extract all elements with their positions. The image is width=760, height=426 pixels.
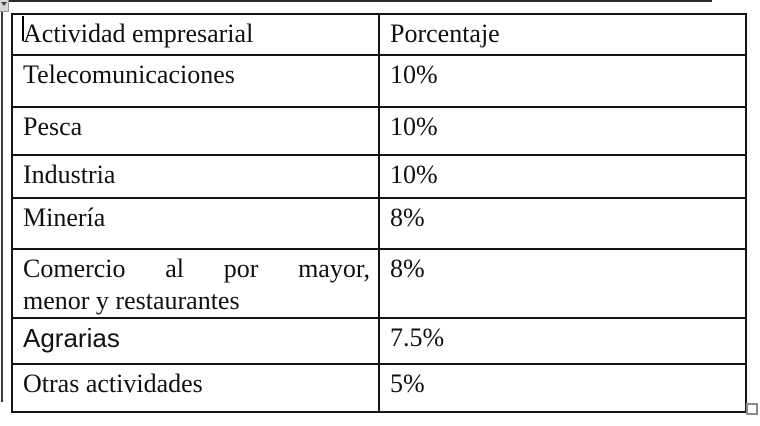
percentage-cell[interactable]: 10% bbox=[378, 106, 747, 156]
table-row: Minería 8% bbox=[11, 197, 747, 250]
word: mayor, bbox=[298, 254, 370, 283]
activity-cell[interactable]: Pesca bbox=[11, 106, 380, 156]
percentage-cell[interactable]: 8% bbox=[378, 248, 747, 319]
activity-cell[interactable]: Agrarias bbox=[11, 317, 380, 365]
table-header-row: Actividad empresarial Porcentaje bbox=[11, 13, 747, 56]
percentage-cell[interactable]: 10% bbox=[378, 54, 747, 108]
word: por bbox=[223, 254, 259, 283]
table-row: Otras actividades 5% bbox=[11, 363, 747, 413]
clipped-corner-widget[interactable] bbox=[0, 0, 9, 12]
chevron-down-icon bbox=[1, 2, 7, 6]
activity-cell[interactable]: Minería bbox=[11, 197, 380, 250]
percentage-cell[interactable]: 10% bbox=[378, 154, 747, 199]
activity-cell[interactable]: Telecomunicaciones bbox=[11, 54, 380, 108]
word: al bbox=[165, 254, 184, 283]
activity-cell[interactable]: Comercio al por mayor, menor y restaurantes bbox=[11, 248, 380, 319]
header-cell-activity[interactable]: Actividad empresarial bbox=[11, 13, 380, 56]
table-row: Telecomunicaciones 10% bbox=[11, 54, 747, 108]
left-margin-line bbox=[1, 10, 3, 402]
justified-text-line: Comercio al por mayor, bbox=[23, 253, 370, 285]
table-row: Agrarias 7.5% bbox=[11, 317, 747, 365]
text-cursor bbox=[22, 16, 24, 41]
header-cell-percentage[interactable]: Porcentaje bbox=[378, 13, 747, 56]
activity-cell[interactable]: Industria bbox=[11, 154, 380, 199]
table-row: Comercio al por mayor, menor y restaurantes 8… bbox=[11, 248, 747, 319]
table-row: Pesca 10% bbox=[11, 106, 747, 156]
percentages-table: Actividad empresarial Porcentaje Telecom… bbox=[11, 13, 747, 413]
activity-cell[interactable]: Otras actividades bbox=[11, 363, 380, 413]
percentage-cell[interactable]: 7.5% bbox=[378, 317, 747, 365]
table-resize-handle[interactable] bbox=[746, 403, 758, 415]
table-row: Industria 10% bbox=[11, 154, 747, 199]
text-line: menor y restaurantes bbox=[23, 286, 240, 315]
percentage-cell[interactable]: 5% bbox=[378, 363, 747, 413]
word: Comercio bbox=[23, 254, 126, 283]
top-edge-line bbox=[0, 0, 712, 2]
percentage-cell[interactable]: 8% bbox=[378, 197, 747, 250]
